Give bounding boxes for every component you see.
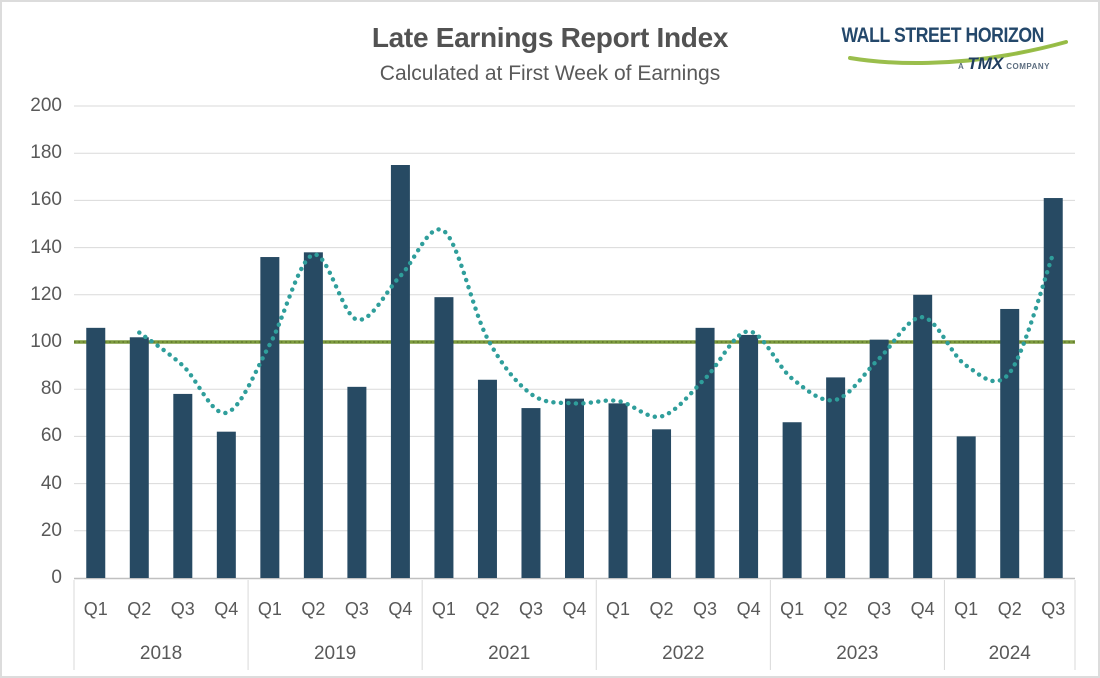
quarter-label: Q2 [649, 599, 674, 619]
bar-2019-q2 [303, 252, 323, 578]
quarter-label: Q1 [780, 599, 805, 619]
bar-2019-q3 [347, 386, 367, 578]
bar-2019-q4 [390, 165, 410, 578]
quarter-label: Q2 [997, 599, 1022, 619]
bar-2024-q2 [1000, 308, 1020, 578]
chart-subtitle: Calculated at First Week of Earnings [379, 62, 721, 85]
y-tick-label-60: 60 [40, 425, 62, 447]
y-tick-label-20: 20 [40, 519, 62, 541]
quarter-label: Q4 [562, 599, 587, 619]
bar-2024-q1 [956, 436, 976, 578]
bar-2021-q2 [477, 379, 497, 578]
y-tick-label-200: 200 [30, 95, 62, 116]
year-label-2019: 2019 [313, 643, 357, 664]
logo-tmx: TMX [967, 54, 1004, 73]
year-label-2024: 2024 [988, 643, 1031, 664]
year-label-2022: 2022 [662, 643, 705, 664]
quarter-label: Q4 [388, 599, 413, 619]
bar-2018-q1 [86, 327, 106, 578]
y-tick-label-100: 100 [30, 331, 62, 352]
quarter-label: Q3 [867, 599, 892, 619]
bar-2018-q2 [129, 337, 149, 578]
bar-2021-q4 [565, 398, 584, 578]
y-tick-label-140: 140 [30, 236, 62, 258]
bar-2022-q3 [695, 327, 715, 578]
quarter-label: Q3 [170, 599, 195, 619]
quarter-label: Q2 [301, 599, 326, 619]
quarter-label: Q2 [475, 599, 500, 619]
bar-2021-q3 [521, 408, 541, 578]
quarter-label: Q1 [606, 599, 631, 619]
logo-sub-prefix: A [958, 62, 965, 71]
y-tick-label-40: 40 [40, 472, 62, 494]
bar-2018-q4 [216, 431, 236, 578]
bar-2019-q1 [260, 257, 280, 578]
quarter-label: Q1 [83, 599, 108, 619]
bar-2024-q3 [1043, 198, 1063, 579]
dotted-trend-line [137, 227, 1056, 420]
y-tick-label-80: 80 [40, 378, 62, 400]
bar-2023-q4 [913, 294, 933, 578]
quarter-label: Q3 [344, 599, 369, 619]
quarter-label: Q1 [954, 599, 979, 619]
quarter-label: Q3 [518, 599, 543, 619]
year-label-2023: 2023 [836, 643, 879, 664]
quarter-label: Q3 [693, 599, 718, 619]
quarter-label: Q4 [736, 599, 761, 619]
quarter-label: Q1 [257, 599, 282, 619]
y-tick-label-160: 160 [30, 189, 62, 211]
logo-tmx-line: A TMX COMPANY [958, 54, 1050, 74]
bar-2018-q3 [173, 393, 193, 578]
y-tick-label-0: 0 [51, 567, 62, 588]
bar-2023-q2 [826, 377, 846, 578]
bar-2022-q2 [652, 429, 672, 578]
quarter-label: Q1 [431, 599, 456, 619]
bar-2022-q4 [739, 334, 759, 578]
year-label-2018: 2018 [139, 643, 183, 664]
bar-2022-q1 [608, 403, 628, 578]
logo-sub-suffix: COMPANY [1006, 62, 1050, 71]
bar-2023-q3 [869, 339, 889, 578]
year-label-2021: 2021 [488, 643, 531, 664]
y-tick-label-120: 120 [30, 283, 62, 305]
quarter-label: Q3 [1041, 599, 1066, 619]
quarter-label: Q4 [910, 599, 935, 619]
chart-title: Late Earnings Report Index [371, 22, 729, 53]
bar-2023-q1 [782, 422, 802, 578]
quarter-label: Q4 [214, 599, 239, 619]
y-tick-label-180: 180 [30, 142, 62, 164]
quarter-label: Q2 [823, 599, 848, 619]
bar-2021-q1 [434, 297, 454, 578]
quarter-label: Q2 [127, 599, 152, 619]
